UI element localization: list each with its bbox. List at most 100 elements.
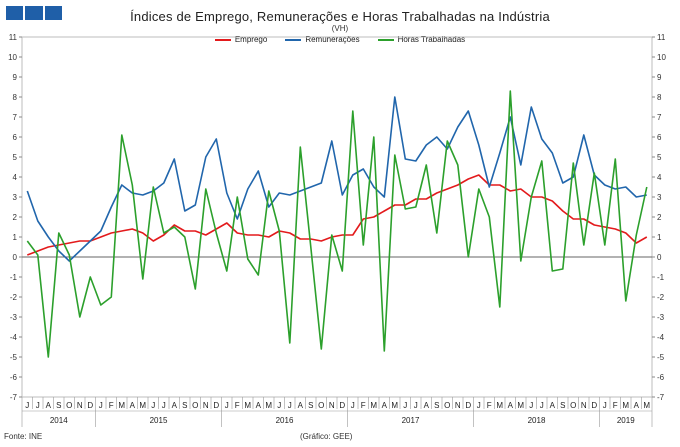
legend-item-horas: Horas Trabalhadas bbox=[377, 35, 466, 44]
footer-credit: (Gráfico: GEE) bbox=[300, 432, 353, 441]
x-tick-label: A bbox=[256, 401, 262, 410]
y-tick-label-right: 1 bbox=[657, 233, 662, 242]
y-tick-label-right: -4 bbox=[657, 333, 665, 342]
x-tick-label: N bbox=[581, 401, 587, 410]
y-tick-label-right: 8 bbox=[657, 93, 662, 102]
x-tick-label: M bbox=[370, 401, 377, 410]
x-tick-label: M bbox=[265, 401, 272, 410]
x-tick-label: A bbox=[508, 401, 514, 410]
y-tick-label-right: 3 bbox=[657, 193, 662, 202]
x-tick-label: F bbox=[235, 401, 240, 410]
legend-item-remuneracoes: Remunerações bbox=[285, 35, 360, 44]
legend-swatch-remuneracoes bbox=[285, 38, 302, 41]
x-tick-label: J bbox=[540, 401, 544, 410]
x-tick-label: O bbox=[192, 401, 198, 410]
x-tick-label: O bbox=[318, 401, 324, 410]
y-tick-label-left: -7 bbox=[10, 393, 18, 402]
y-tick-label-right: -7 bbox=[657, 393, 665, 402]
x-tick-label: A bbox=[634, 401, 640, 410]
x-tick-label: M bbox=[643, 401, 650, 410]
legend-label-horas: Horas Trabalhadas bbox=[397, 35, 466, 44]
x-tick-label: J bbox=[603, 401, 607, 410]
x-tick-label: S bbox=[56, 401, 61, 410]
year-label: 2017 bbox=[402, 416, 420, 425]
y-tick-label-right: 4 bbox=[657, 173, 662, 182]
y-tick-label-right: 11 bbox=[657, 33, 666, 42]
y-tick-label-left: 0 bbox=[13, 253, 18, 262]
x-tick-label: F bbox=[613, 401, 618, 410]
year-label: 2014 bbox=[50, 416, 68, 425]
x-tick-label: N bbox=[329, 401, 335, 410]
y-tick-label-left: 11 bbox=[9, 33, 18, 42]
x-tick-label: N bbox=[455, 401, 461, 410]
y-tick-label-left: 5 bbox=[13, 153, 18, 162]
y-tick-label-left: -5 bbox=[10, 353, 18, 362]
chart-title: Índices de Emprego, Remunerações e Horas… bbox=[130, 9, 550, 24]
y-tick-label-left: 3 bbox=[13, 193, 18, 202]
x-tick-label: A bbox=[550, 401, 556, 410]
y-tick-label-left: 7 bbox=[13, 113, 18, 122]
y-tick-label-right: -3 bbox=[657, 313, 665, 322]
x-tick-label: A bbox=[298, 401, 304, 410]
x-tick-label: M bbox=[496, 401, 503, 410]
y-tick-label-left: 9 bbox=[13, 73, 18, 82]
x-tick-label: N bbox=[77, 401, 83, 410]
y-tick-label-left: 10 bbox=[8, 53, 17, 62]
x-tick-label: D bbox=[213, 401, 219, 410]
y-tick-label-left: -1 bbox=[10, 273, 18, 282]
x-tick-label: A bbox=[130, 401, 136, 410]
x-tick-label: J bbox=[351, 401, 355, 410]
x-tick-label: D bbox=[87, 401, 93, 410]
x-tick-label: M bbox=[139, 401, 146, 410]
x-tick-label: S bbox=[182, 401, 187, 410]
x-tick-label: F bbox=[109, 401, 114, 410]
y-tick-label-right: -2 bbox=[657, 293, 665, 302]
x-tick-label: F bbox=[487, 401, 492, 410]
x-tick-label: O bbox=[444, 401, 450, 410]
y-tick-label-right: 0 bbox=[657, 253, 662, 262]
footer-source: Fonte: INE bbox=[4, 432, 43, 441]
y-tick-label-left: 1 bbox=[13, 233, 18, 242]
y-tick-label-right: -5 bbox=[657, 353, 665, 362]
x-tick-label: J bbox=[414, 401, 418, 410]
x-tick-label: O bbox=[66, 401, 72, 410]
x-tick-label: M bbox=[622, 401, 629, 410]
y-tick-label-right: 2 bbox=[657, 213, 662, 222]
year-label: 2016 bbox=[276, 416, 294, 425]
year-label: 2018 bbox=[528, 416, 546, 425]
y-tick-label-right: 5 bbox=[657, 153, 662, 162]
y-tick-label-left: -3 bbox=[10, 313, 18, 322]
x-tick-label: M bbox=[244, 401, 251, 410]
series-line-remunera-es bbox=[26, 96, 647, 262]
x-tick-label: A bbox=[382, 401, 388, 410]
x-tick-label: J bbox=[151, 401, 155, 410]
y-tick-label-right: 9 bbox=[657, 73, 662, 82]
x-tick-label: J bbox=[277, 401, 281, 410]
y-tick-label-left: 4 bbox=[13, 173, 18, 182]
x-tick-label: D bbox=[339, 401, 345, 410]
gee-logo bbox=[6, 6, 62, 20]
y-tick-label-right: -1 bbox=[657, 273, 665, 282]
y-tick-label-left: 8 bbox=[13, 93, 18, 102]
legend-label-remuneracoes: Remunerações bbox=[305, 35, 360, 44]
legend-label-emprego: Emprego bbox=[234, 35, 268, 44]
x-tick-label: A bbox=[424, 401, 430, 410]
x-tick-label: J bbox=[25, 401, 29, 410]
y-tick-label-left: -4 bbox=[10, 333, 18, 342]
y-tick-label-left: -6 bbox=[10, 373, 18, 382]
y-tick-label-right: 10 bbox=[657, 53, 666, 62]
x-tick-label: D bbox=[465, 401, 471, 410]
x-tick-label: J bbox=[36, 401, 40, 410]
year-label: 2015 bbox=[150, 416, 168, 425]
y-tick-label-left: 2 bbox=[13, 213, 18, 222]
x-tick-label: S bbox=[308, 401, 313, 410]
x-tick-label: J bbox=[529, 401, 533, 410]
x-tick-label: O bbox=[570, 401, 576, 410]
x-tick-label: J bbox=[99, 401, 103, 410]
x-tick-label: M bbox=[118, 401, 125, 410]
legend-swatch-horas bbox=[377, 38, 394, 41]
x-tick-label: J bbox=[225, 401, 229, 410]
chart-subtitle: (VH) bbox=[331, 24, 349, 33]
x-tick-label: A bbox=[172, 401, 178, 410]
